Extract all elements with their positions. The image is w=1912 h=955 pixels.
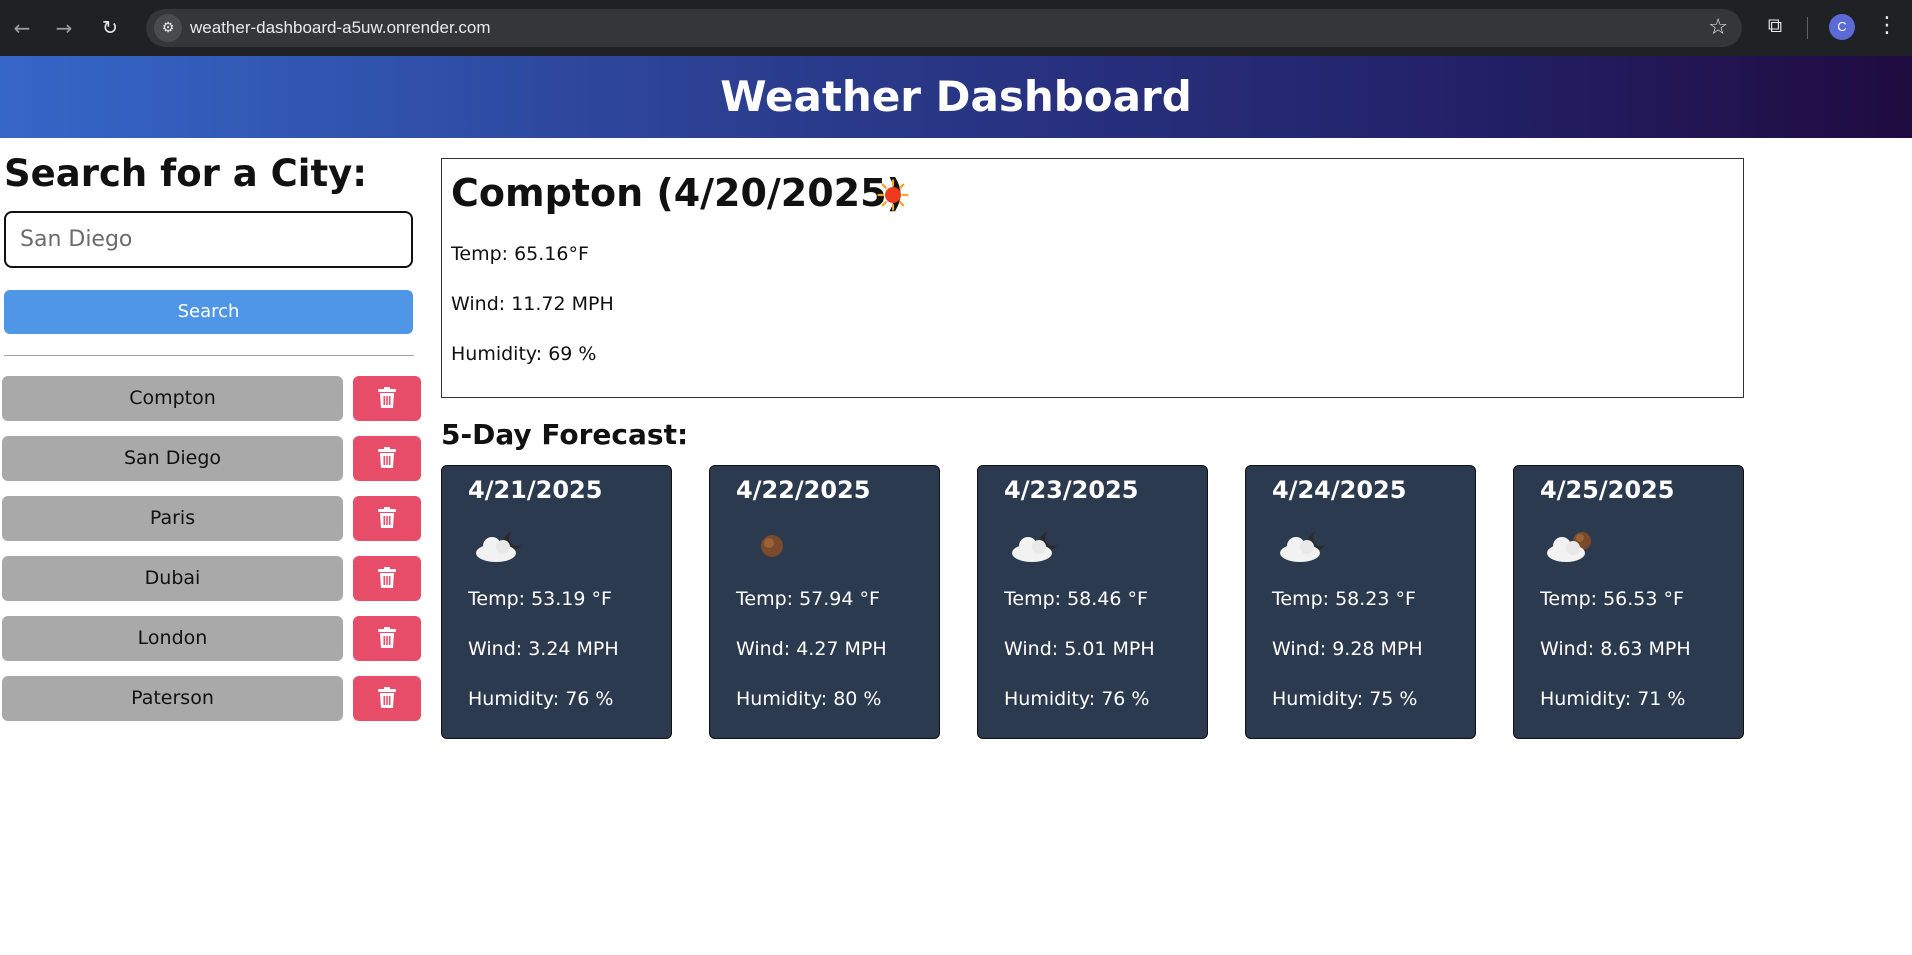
forecast-heading: 5-Day Forecast: [441,418,689,451]
forecast-date: 4/22/2025 [736,476,871,504]
forecast-temp: Temp: 57.94 °F [736,588,880,610]
current-temp: Temp: 65.16°F [451,243,589,265]
delete-city-button[interactable] [353,676,421,721]
bookmark-star-icon[interactable]: ☆ [1708,15,1728,40]
history-city-button[interactable]: Dubai [2,556,343,601]
history-city-button[interactable]: London [2,616,343,661]
moon-icon [761,534,787,557]
history-city-button[interactable]: Compton [2,376,343,421]
forecast-temp: Temp: 56.53 °F [1540,588,1684,610]
delete-city-button[interactable] [353,556,421,601]
trash-icon [378,567,396,588]
toolbar-divider [1807,17,1808,39]
delete-city-button[interactable] [353,616,421,661]
trash-icon [378,627,396,648]
city-search-input[interactable] [4,211,413,268]
browser-toolbar: ← → ↻ ⚙ weather-dashboard-a5uw.onrender.… [0,0,1912,56]
cloud-moon-icon [476,530,525,562]
cloud-moon-brown-icon [1547,532,1591,562]
history-item: Dubai [0,556,421,602]
forecast-temp: Temp: 58.46 °F [1004,588,1148,610]
sun-icon [877,179,909,211]
trash-icon [378,447,396,468]
app-header: Weather Dashboard [0,56,1912,138]
current-humidity: Humidity: 69 % [451,343,597,365]
forward-arrow-icon[interactable]: → [55,16,73,40]
back-arrow-icon[interactable]: ← [13,16,31,40]
current-city-title: Compton (4/20/2025) [451,171,904,215]
address-bar[interactable]: ⚙ weather-dashboard-a5uw.onrender.com ☆ [146,9,1742,47]
cloud-moon-icon [1280,530,1329,562]
app-title: Weather Dashboard [720,72,1192,121]
forecast-wind: Wind: 5.01 MPH [1004,638,1155,660]
forecast-card: 4/24/2025 Temp: 58.23 °F Wind: 9.28 MPH … [1245,465,1476,739]
forecast-date: 4/23/2025 [1004,476,1139,504]
trash-icon [378,387,396,408]
forecast-card: 4/23/2025 Temp: 58.46 °F Wind: 5.01 MPH … [977,465,1208,739]
history-city-button[interactable]: San Diego [2,436,343,481]
forecast-temp: Temp: 53.19 °F [468,588,612,610]
history-item: London [0,616,421,662]
forecast-humidity: Humidity: 71 % [1540,688,1686,710]
forecast-date: 4/21/2025 [468,476,603,504]
trash-icon [378,507,396,528]
forecast-wind: Wind: 9.28 MPH [1272,638,1423,660]
forecast-humidity: Humidity: 76 % [468,688,614,710]
search-button[interactable]: Search [4,290,413,334]
delete-city-button[interactable] [353,376,421,421]
forecast-date: 4/24/2025 [1272,476,1407,504]
forecast-wind: Wind: 3.24 MPH [468,638,619,660]
cloud-moon-icon [1012,530,1061,562]
browser-menu-icon[interactable]: ⋮ [1876,13,1898,38]
forecast-wind: Wind: 8.63 MPH [1540,638,1691,660]
reload-icon[interactable]: ↻ [102,17,118,39]
forecast-temp: Temp: 58.23 °F [1272,588,1416,610]
current-wind: Wind: 11.72 MPH [451,293,614,315]
forecast-card: 4/22/2025 Temp: 57.94 °F Wind: 4.27 MPH … [709,465,940,739]
sidebar-divider [4,355,414,356]
history-item: Compton [0,376,421,422]
forecast-humidity: Humidity: 80 % [736,688,882,710]
url-text[interactable]: weather-dashboard-a5uw.onrender.com [190,18,491,37]
trash-icon [378,687,396,708]
delete-city-button[interactable] [353,496,421,541]
delete-city-button[interactable] [353,436,421,481]
current-weather-panel: Compton (4/20/2025) Temp: 65.16°F Wind: … [441,158,1744,398]
site-settings-icon[interactable]: ⚙ [154,14,182,42]
history-item: Paterson [0,676,421,722]
history-city-button[interactable]: Paterson [2,676,343,721]
history-city-button[interactable]: Paris [2,496,343,541]
profile-avatar[interactable]: C [1829,14,1855,40]
forecast-humidity: Humidity: 76 % [1004,688,1150,710]
forecast-wind: Wind: 4.27 MPH [736,638,887,660]
search-heading: Search for a City: [4,152,368,195]
history-item: Paris [0,496,421,542]
forecast-card: 4/21/2025 Temp: 53.19 °F Wind: 3.24 MPH … [441,465,672,739]
forecast-date: 4/25/2025 [1540,476,1675,504]
history-item: San Diego [0,436,421,482]
extensions-icon[interactable]: ⧉ [1767,13,1783,37]
forecast-card: 4/25/2025 Temp: 56.53 °F Wind: 8.63 MPH … [1513,465,1744,739]
forecast-humidity: Humidity: 75 % [1272,688,1418,710]
